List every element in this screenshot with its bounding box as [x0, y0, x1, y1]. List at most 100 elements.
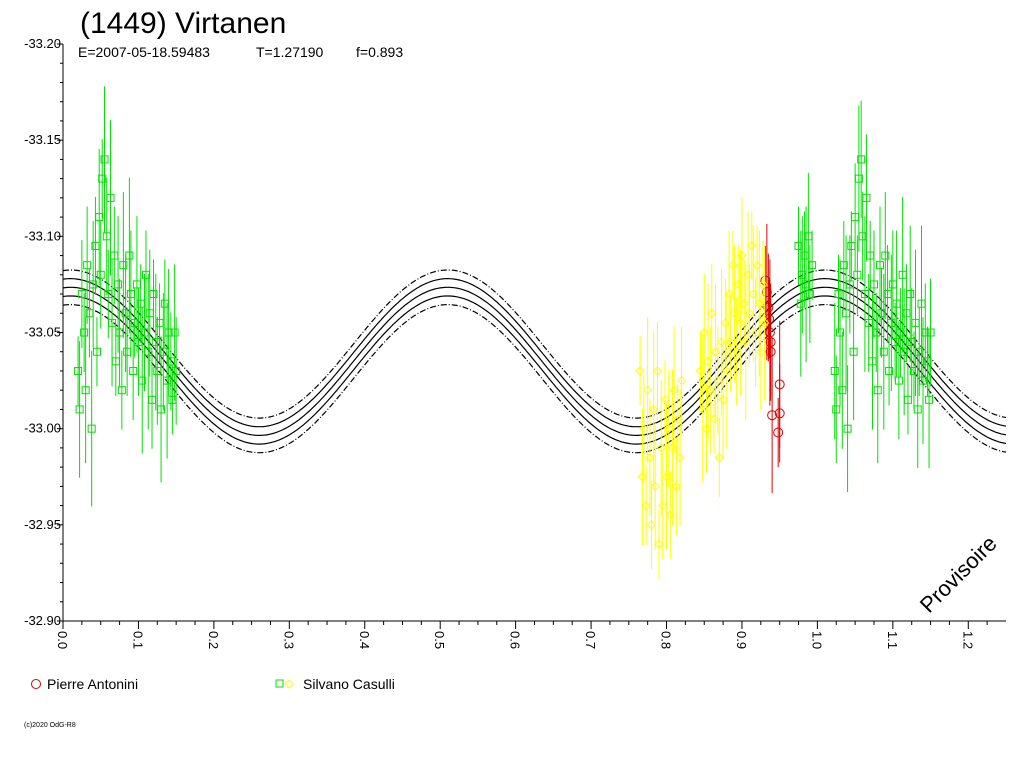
legend-label-casulli: Silvano Casulli	[303, 676, 395, 692]
series-1	[74, 86, 935, 507]
data-point	[701, 423, 712, 434]
data-point	[869, 280, 878, 289]
data-point	[759, 318, 770, 328]
data-point	[92, 347, 101, 356]
data-point	[89, 280, 98, 289]
chart-title: (1449) Virtanen	[80, 7, 286, 40]
data-point	[81, 386, 90, 395]
data-point	[894, 376, 903, 385]
data-point	[834, 290, 843, 299]
data-point	[767, 410, 778, 421]
data-point	[926, 328, 935, 337]
y-tick-label: -33.20	[24, 36, 61, 51]
fourier-label: f=0.893	[356, 44, 403, 60]
data-point	[74, 366, 83, 375]
x-tick-label: 0.4	[357, 631, 372, 649]
data-point	[669, 385, 679, 395]
x-tick-label: 0.6	[508, 631, 523, 649]
data-point	[832, 405, 841, 414]
data-point	[718, 395, 728, 405]
data-point	[138, 376, 147, 385]
data-point	[108, 318, 117, 327]
data-point	[925, 395, 934, 404]
data-point	[164, 328, 173, 337]
data-point	[919, 376, 928, 385]
x-tick-label: 0.5	[432, 631, 447, 649]
data-point	[709, 414, 719, 424]
y-tick-label: -33.05	[24, 325, 61, 340]
data-point	[876, 261, 885, 270]
x-tick-label: 0.8	[659, 631, 674, 649]
data-point	[635, 366, 645, 376]
fit-upper-outer	[62, 269, 1007, 419]
data-point	[750, 327, 761, 338]
data-point	[648, 404, 659, 415]
data-point	[83, 261, 92, 270]
data-point	[87, 424, 96, 433]
data-point	[705, 385, 715, 395]
x-tick-label: 0.2	[206, 631, 221, 649]
fit-lower	[62, 295, 1007, 445]
data-point	[98, 174, 107, 183]
data-point	[885, 366, 894, 375]
fit-lower-outer	[62, 304, 1007, 454]
legend-item-casulli: Silvano Casulli	[275, 676, 395, 692]
data-point	[743, 270, 753, 280]
data-point	[646, 520, 657, 530]
data-point	[906, 290, 915, 299]
data-point	[664, 423, 674, 434]
data-point	[637, 472, 648, 482]
legend-diamond-marker	[284, 679, 294, 689]
x-tick-label: 1.2	[960, 631, 975, 649]
data-point	[872, 328, 881, 337]
x-tick-label: 1.1	[885, 631, 900, 649]
legend-item-antonini: Pierre Antonini	[31, 676, 138, 692]
data-point	[75, 405, 84, 414]
x-tick-label: 0.7	[583, 631, 598, 649]
x-tick-label: 0.1	[130, 631, 145, 649]
data-point	[903, 395, 912, 404]
data-point	[741, 337, 751, 347]
data-point	[773, 427, 784, 438]
data-point	[652, 366, 663, 376]
data-point	[698, 404, 708, 415]
data-point	[658, 500, 668, 511]
data-point	[873, 386, 882, 395]
data-point	[100, 155, 109, 164]
data-point	[765, 346, 776, 357]
data-point	[119, 261, 128, 270]
data-point	[676, 375, 687, 386]
data-point	[761, 287, 772, 298]
data-point	[728, 260, 738, 270]
data-point	[645, 452, 655, 463]
data-point	[720, 318, 731, 328]
data-point	[639, 423, 649, 434]
data-point	[77, 290, 86, 299]
data-point	[656, 443, 666, 453]
data-point	[650, 481, 660, 492]
data-point	[106, 193, 115, 202]
data-point	[862, 193, 871, 202]
data-point	[796, 299, 805, 308]
data-point	[854, 174, 863, 183]
data-point	[725, 337, 736, 347]
data-point	[754, 298, 765, 309]
y-tick-label: -32.95	[24, 517, 61, 532]
data-point	[881, 251, 890, 260]
legend-circle-marker	[31, 679, 41, 689]
period-label: T=1.27190	[256, 44, 324, 60]
data-point	[660, 395, 670, 405]
data-point	[172, 366, 181, 375]
epoch-label: E=2007-05-18.59483	[78, 44, 210, 60]
provisional-watermark: Provisoire	[915, 531, 1002, 618]
data-point	[714, 452, 725, 463]
data-point	[756, 347, 766, 357]
data-point	[843, 424, 852, 433]
legend: Pierre Antonini Silvano Casulli	[31, 676, 395, 692]
data-point	[879, 347, 888, 356]
data-point	[739, 298, 749, 309]
data-point	[114, 280, 123, 289]
data-point	[667, 443, 678, 453]
data-point	[900, 347, 909, 356]
legend-label-antonini: Pierre Antonini	[47, 676, 138, 692]
